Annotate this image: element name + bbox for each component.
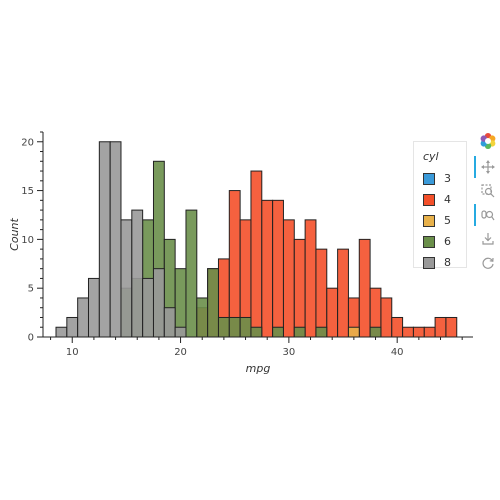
bar-cyl4-27 <box>250 170 263 338</box>
bar-cyl4-39 <box>380 297 393 338</box>
bokeh-logo-icon <box>477 130 499 152</box>
bar-cyl4-40 <box>391 316 404 338</box>
bar-cyl4-34 <box>326 287 339 338</box>
y-tick-label-0: 0 <box>28 333 34 344</box>
y-tick-label-5: 5 <box>28 284 34 295</box>
box-zoom-tool-icon[interactable] <box>477 180 499 202</box>
bar-cyl8-16 <box>131 209 144 338</box>
bar-cyl8-17 <box>142 277 154 338</box>
bar-cyl8-18 <box>152 268 165 338</box>
legend-item-4[interactable]: 4 <box>423 189 466 210</box>
bar-cyl6-23 <box>207 268 219 338</box>
bar-cyl5-36 <box>347 326 360 338</box>
bar-cyl4-29 <box>272 199 284 338</box>
bar-cyl4-35 <box>337 248 349 338</box>
bar-cyl6-31 <box>293 326 306 338</box>
x-tick-label-30: 30 <box>283 347 296 358</box>
legend-title: cyl <box>423 150 439 163</box>
bar-cyl4-41 <box>402 326 414 338</box>
x-tick-label-20: 20 <box>174 347 187 358</box>
pan-tool-active-indicator <box>474 156 476 178</box>
y-tick-label-10: 10 <box>21 235 34 246</box>
y-tick-label-20: 20 <box>21 137 34 148</box>
bar-cyl4-33 <box>315 248 328 338</box>
pan-tool-icon[interactable] <box>477 156 499 178</box>
bar-cyl4-37 <box>358 238 371 338</box>
bar-cyl8-11 <box>77 297 89 338</box>
bar-cyl8-15 <box>120 219 133 338</box>
legend-label-5: 5 <box>444 214 451 227</box>
legend-item-8[interactable]: 8 <box>423 252 466 273</box>
bar-cyl4-30 <box>282 219 295 338</box>
bar-cyl6-33 <box>315 326 328 338</box>
legend-swatch-6 <box>423 235 435 248</box>
bar-cyl6-38 <box>369 326 382 338</box>
bar-cyl4-43 <box>423 326 436 338</box>
bar-cyl4-32 <box>304 219 317 338</box>
legend-label-4: 4 <box>444 193 451 206</box>
y-tick-label-15: 15 <box>21 186 34 197</box>
legend-swatch-5 <box>423 214 435 227</box>
bar-cyl4-31 <box>293 238 306 338</box>
x-tick-label-40: 40 <box>391 347 404 358</box>
bar-cyl8-12 <box>87 277 100 338</box>
wheel-zoom-tool-active-indicator <box>474 204 476 226</box>
y-axis-title: Count <box>8 217 21 250</box>
legend-item-6[interactable]: 6 <box>423 231 466 252</box>
bar-cyl4-45 <box>445 316 458 338</box>
legend-item-5[interactable]: 5 <box>423 210 466 231</box>
bar-cyl6-21 <box>185 209 198 338</box>
bar-cyl8-10 <box>66 316 79 338</box>
x-tick-label-10: 10 <box>66 347 79 358</box>
legend: cyl 3 4 5 6 8 <box>413 141 467 269</box>
bar-cyl4-44 <box>434 316 447 338</box>
bar-cyl6-24 <box>217 316 230 338</box>
bar-cyl8-19 <box>163 307 176 338</box>
legend-label-3: 3 <box>444 172 451 185</box>
bar-cyl6-22 <box>196 297 209 338</box>
bar-cyl4-42 <box>412 326 425 338</box>
legend-item-3[interactable]: 3 <box>423 168 466 189</box>
bar-cyl4-25 <box>228 190 241 338</box>
legend-label-6: 6 <box>444 235 451 248</box>
bar-cyl4-28 <box>261 199 274 338</box>
bar-cyl8-14 <box>109 141 122 338</box>
bars-layer <box>55 141 458 338</box>
bar-cyl8-13 <box>98 141 111 338</box>
wheel-zoom-tool-icon[interactable] <box>477 204 499 226</box>
bar-cyl6-27 <box>250 326 263 338</box>
legend-swatch-4 <box>423 193 435 206</box>
legend-label-8: 8 <box>444 256 451 269</box>
bar-cyl8-9 <box>55 326 68 338</box>
legend-swatch-8 <box>423 256 435 269</box>
bar-cyl6-29 <box>272 326 284 338</box>
axes-layer: 0 5 10 15 20 10 20 30 40 <box>21 131 473 358</box>
save-tool-icon[interactable] <box>477 228 499 250</box>
x-axis-title: mpg <box>246 362 271 375</box>
legend-swatch-3 <box>423 172 435 185</box>
bar-cyl8-20 <box>174 326 187 338</box>
reset-tool-icon[interactable] <box>477 252 499 274</box>
bar-cyl6-25 <box>228 316 241 338</box>
bar-cyl6-26 <box>239 316 252 338</box>
